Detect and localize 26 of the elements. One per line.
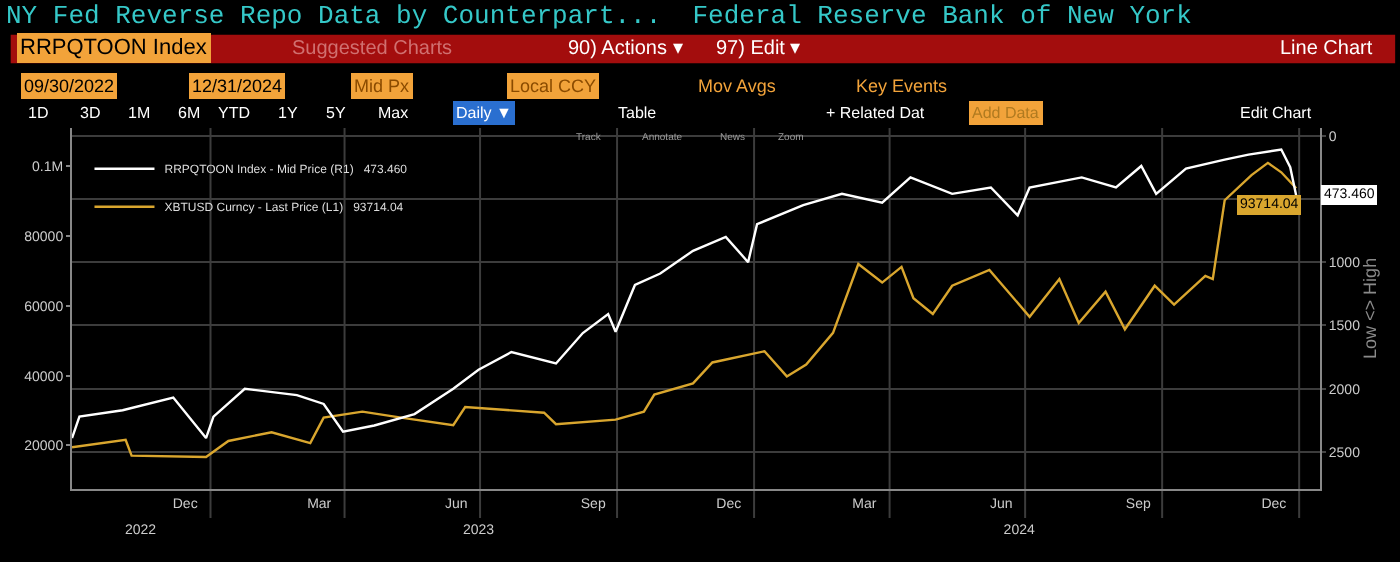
text: 90) Actions ▾	[568, 38, 683, 60]
text: Mid Px	[354, 76, 411, 96]
text: 5Y	[326, 104, 347, 122]
y2-axis-title: Low <> High	[1360, 257, 1381, 359]
text: Suggested Charts	[292, 38, 453, 60]
text: Line Chart	[1280, 38, 1373, 60]
text: Add Data	[972, 104, 1040, 122]
text: Mov Avgs	[698, 76, 777, 96]
text: YTD	[218, 104, 251, 122]
text: Max	[378, 104, 409, 122]
text: + Related Dat	[826, 104, 926, 122]
text: Edit Chart	[1240, 104, 1313, 122]
chart-title: NY Fed Reverse Repo Data by Counterpart... Federal Reserve Bank of New York	[6, 1, 1193, 32]
text: 3D	[80, 104, 101, 122]
text: 97) Edit ▾	[716, 38, 801, 60]
text: 1M	[128, 104, 151, 122]
text: 12/31/2024	[192, 76, 283, 96]
text: Local CCY	[510, 76, 597, 96]
text: Key Events	[856, 76, 949, 96]
text: RRPQTOON Index	[20, 36, 208, 60]
text: 1Y	[278, 104, 299, 122]
text: 6M	[178, 104, 201, 122]
text: 09/30/2022	[24, 76, 115, 96]
text: Daily ▼	[456, 104, 512, 122]
text: Table	[618, 104, 658, 122]
text: 1D	[28, 104, 49, 122]
